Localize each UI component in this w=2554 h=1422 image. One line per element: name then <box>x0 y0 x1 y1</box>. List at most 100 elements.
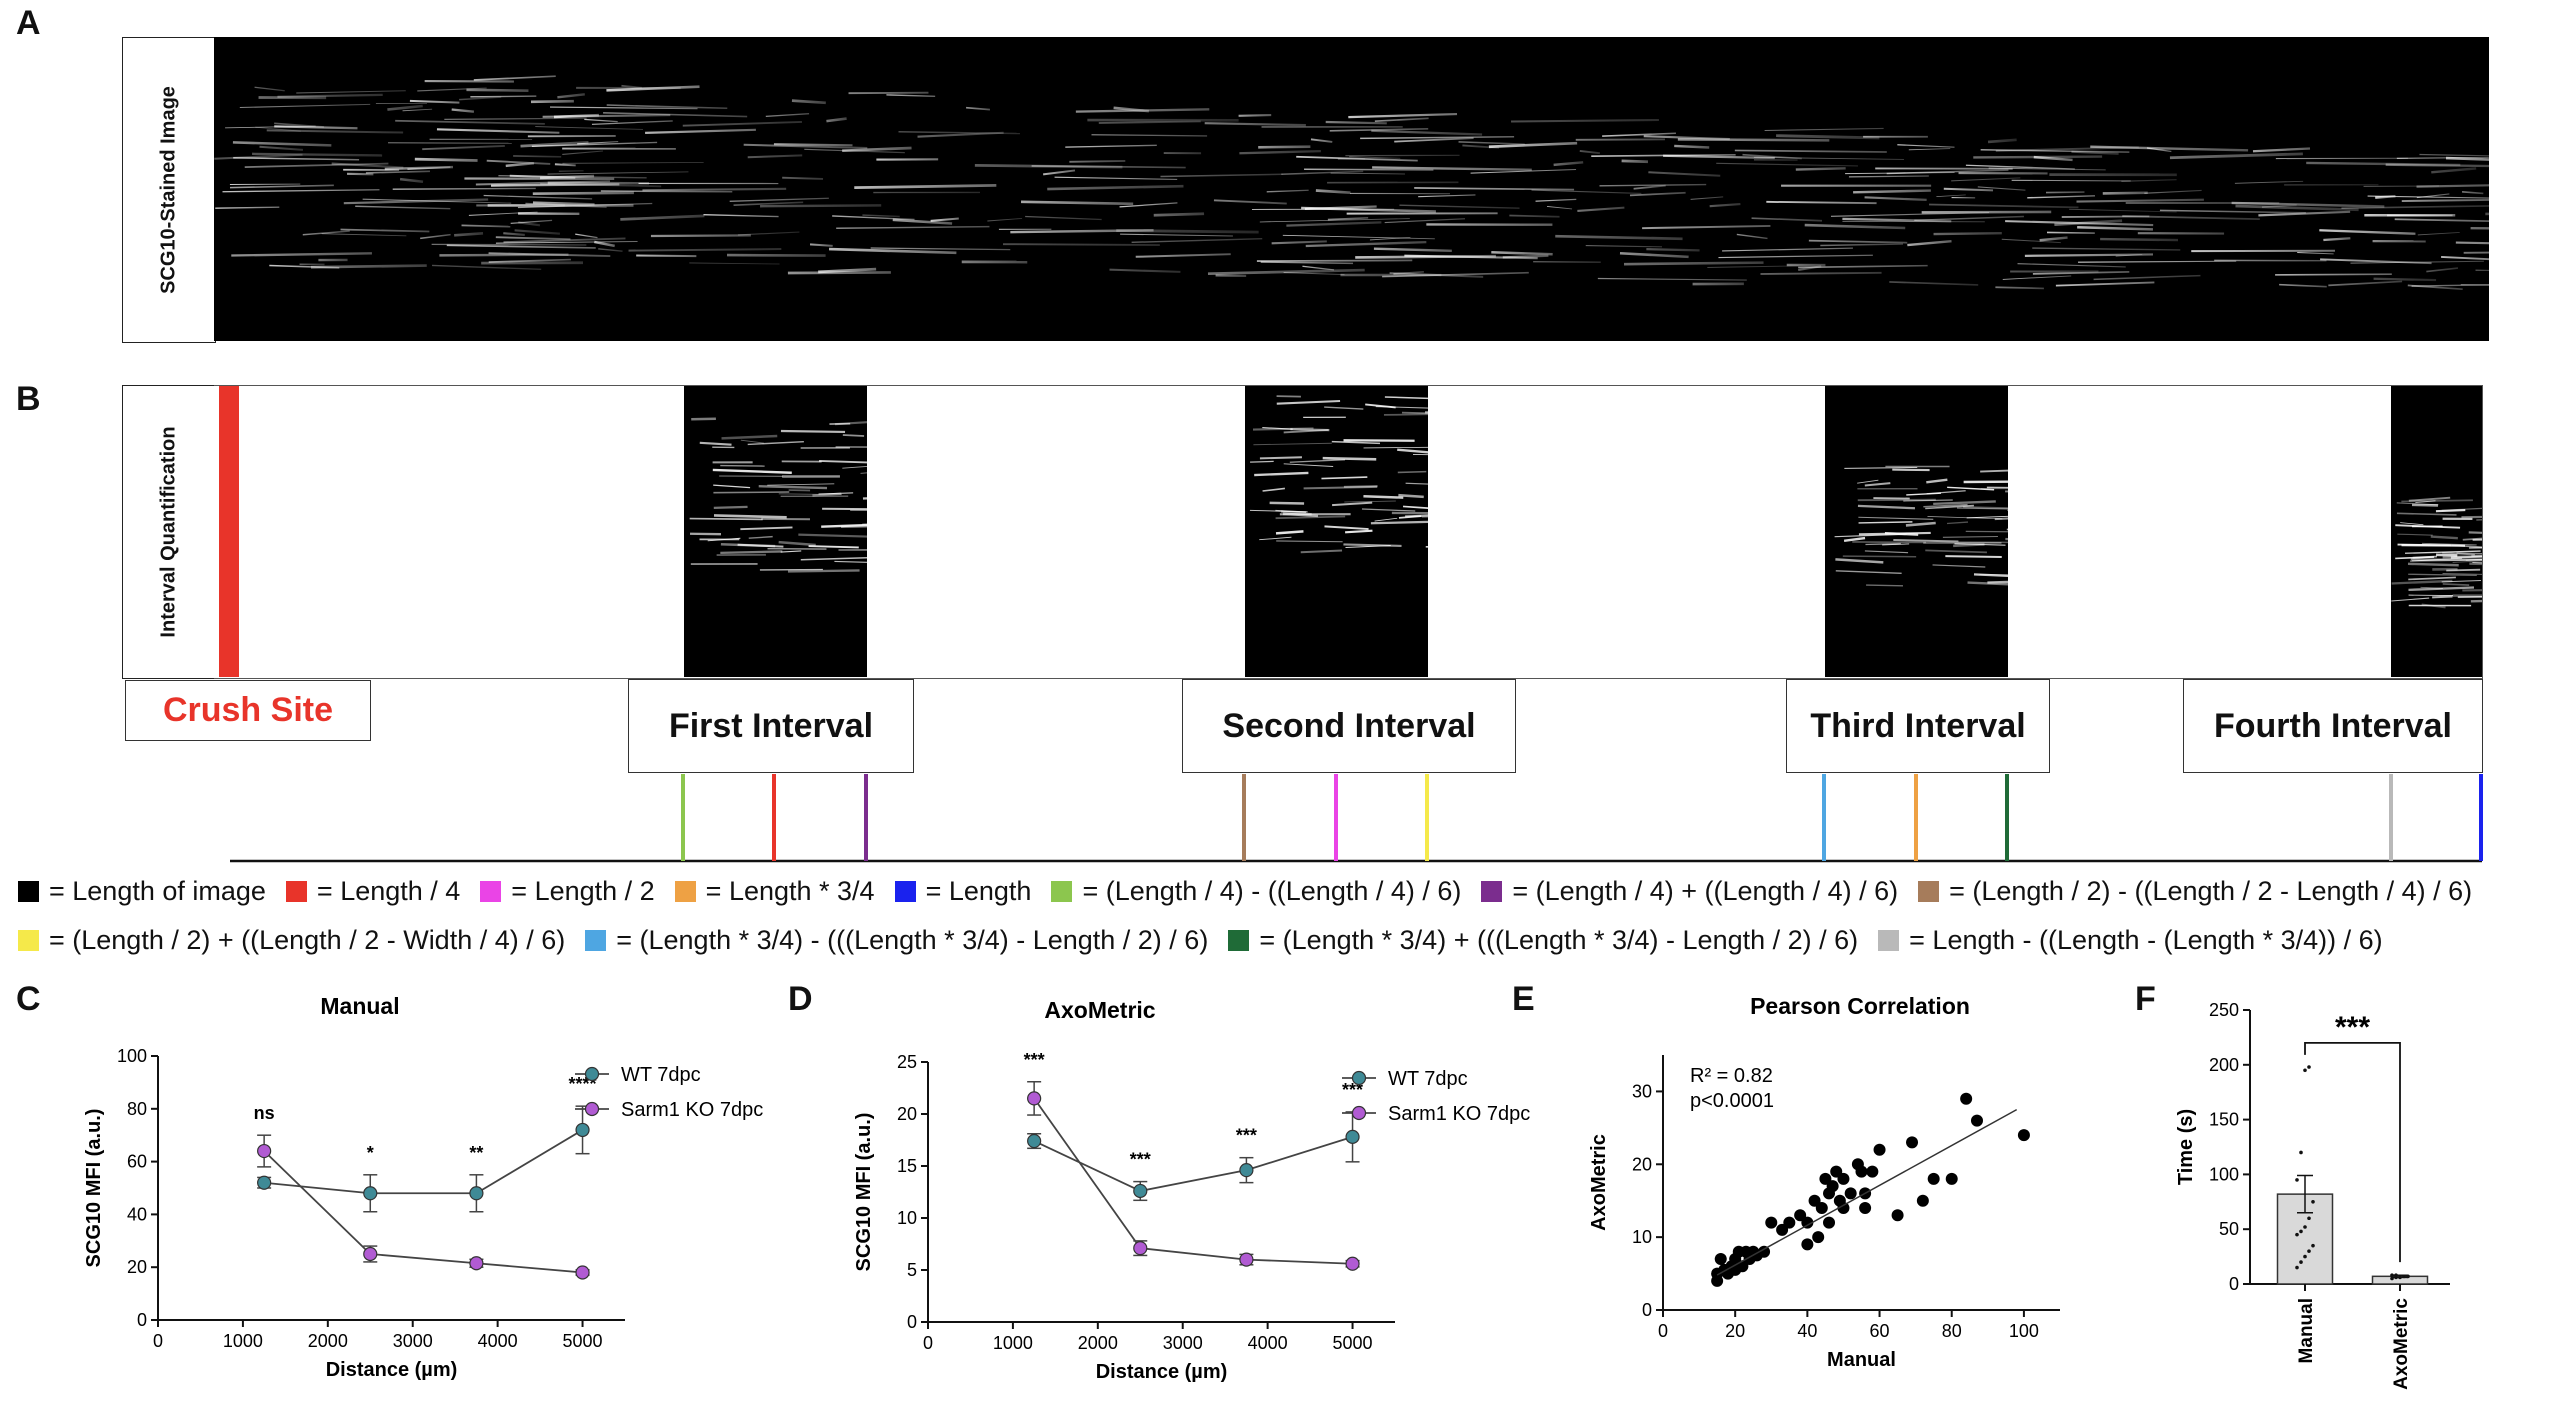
nerve-fiber <box>1332 501 1373 507</box>
y-tick-label: 20 <box>897 1104 917 1124</box>
nerve-fiber <box>1239 149 1321 155</box>
nerve-fiber <box>1633 184 1666 190</box>
nerve-fiber <box>1929 203 2079 209</box>
nerve-fiber <box>1908 148 1951 151</box>
nerve-fiber <box>2235 204 2359 212</box>
data-point <box>469 1186 484 1201</box>
nerve-fiber <box>1120 233 1233 237</box>
legend-item: = (Length / 2) - ((Length / 2 - Length /… <box>1918 876 2472 907</box>
nerve-fiber <box>584 118 618 123</box>
nerve-fiber <box>2297 252 2334 255</box>
nerve-fiber <box>1629 191 1686 197</box>
data-point <box>1808 1194 1821 1207</box>
y-tick-label: 5 <box>907 1260 917 1280</box>
data-point <box>1776 1223 1789 1236</box>
panel-letter-a: A <box>16 4 41 42</box>
nerve-fiber <box>1848 175 1929 178</box>
nerve-fiber <box>486 159 551 165</box>
nerve-fiber <box>804 148 905 154</box>
nerve-fiber <box>2442 551 2475 556</box>
nerve-fiber <box>1795 167 1846 171</box>
nerve-fiber <box>898 130 1020 135</box>
nerve-fiber <box>1281 510 1312 516</box>
nerve-fiber <box>1907 240 1952 247</box>
fourth-interval-label: Fourth Interval <box>2183 679 2483 773</box>
nerve-fiber <box>747 441 804 446</box>
nerve-fiber <box>1945 555 2002 559</box>
data-point <box>1239 1163 1254 1178</box>
nerve-fiber <box>1131 238 1263 244</box>
nerve-fiber <box>1374 517 1398 522</box>
nerve-fiber <box>1321 476 1368 480</box>
y-tick-label: 30 <box>1632 1081 1652 1101</box>
legend-text: = (Length / 4) - ((Length / 4) / 6) <box>1082 876 1462 906</box>
nerve-fiber <box>2411 559 2482 562</box>
y-tick-label: 0 <box>137 1310 147 1330</box>
nerve-fiber <box>2469 562 2482 566</box>
y-tick-label: 10 <box>1632 1227 1652 1247</box>
nerve-fiber <box>748 535 773 539</box>
nerve-fiber <box>1987 580 2008 584</box>
nerve-fiber <box>1942 536 1998 538</box>
legend-swatch <box>1228 930 1250 951</box>
legend-swatch <box>894 881 916 902</box>
nerve-fiber <box>800 557 867 561</box>
chart-e-plot: 0 20 40 60 80 100 0 10 20 30 Manual AxoMetric R² = 0… <box>1588 1055 2060 1371</box>
nerve-fiber <box>1585 245 1663 248</box>
nerve-fiber <box>2169 152 2303 160</box>
nerve-fiber <box>2460 284 2489 286</box>
nerve-fiber <box>1370 520 1428 525</box>
y-tick-label: 20 <box>1632 1154 1652 1174</box>
nerve-fiber <box>2451 544 2482 548</box>
data-point <box>2303 1068 2307 1073</box>
nerve-fiber <box>1065 144 1157 148</box>
nerve-fiber <box>417 87 487 92</box>
data-point <box>2402 1274 2406 1279</box>
legend-swatch <box>1918 881 1940 902</box>
nerve-fiber <box>2421 542 2477 546</box>
nerve-fiber <box>503 237 626 244</box>
nerve-fiber <box>302 230 350 236</box>
nerve-fiber <box>747 154 803 159</box>
nerve-fiber <box>1842 217 1952 223</box>
nerve-fiber <box>1956 507 2008 510</box>
nerve-fiber <box>2061 215 2150 218</box>
nerve-fiber <box>495 240 638 244</box>
nerve-fiber <box>2432 595 2453 599</box>
nerve-fiber <box>1994 517 2008 521</box>
nerve-fiber <box>1648 171 1721 177</box>
nerve-fiber <box>532 191 634 195</box>
nerve-fiber <box>842 146 912 153</box>
x-tick-label: 3000 <box>393 1331 433 1351</box>
panel-letter-f: F <box>2135 980 2156 1018</box>
nerve-fiber <box>1303 485 1378 490</box>
nerve-fiber <box>2408 573 2477 577</box>
nerve-fiber <box>2463 251 2489 254</box>
nerve-fiber <box>1776 134 1880 140</box>
nerve-fiber <box>787 271 891 275</box>
nerve-fiber <box>1384 396 1428 400</box>
nerve-fiber <box>860 472 867 475</box>
chart-c: Manual 0 1000 2000 3000 4000 5000 0 20 40 60 80 100… <box>83 993 763 1381</box>
x-tick-label: 0 <box>923 1333 933 1353</box>
nerve-fiber <box>1109 268 1181 273</box>
series-line <box>263 1150 583 1274</box>
data-point <box>1812 1231 1825 1244</box>
nerve-fiber <box>1690 196 1724 200</box>
data-point <box>1783 1216 1796 1229</box>
nerve-fiber <box>2442 555 2482 559</box>
nerve-fiber <box>1858 516 1934 520</box>
nerve-fiber <box>778 540 816 547</box>
nerve-fiber <box>2468 531 2482 534</box>
nerve-fiber <box>737 543 784 548</box>
nerve-fiber <box>2046 231 2095 234</box>
data-point <box>2295 1265 2299 1270</box>
nerve-fiber <box>2412 555 2437 559</box>
legend-text: = (Length / 4) + ((Length / 4) / 6) <box>1512 876 1899 906</box>
nerve-fiber <box>1113 106 1150 113</box>
nerve-fiber <box>1925 504 1974 510</box>
nerve-fiber <box>387 104 423 111</box>
nerve-fiber <box>1259 218 1410 223</box>
nerve-fiber <box>2470 227 2489 230</box>
nerve-fiber <box>1853 189 1931 194</box>
